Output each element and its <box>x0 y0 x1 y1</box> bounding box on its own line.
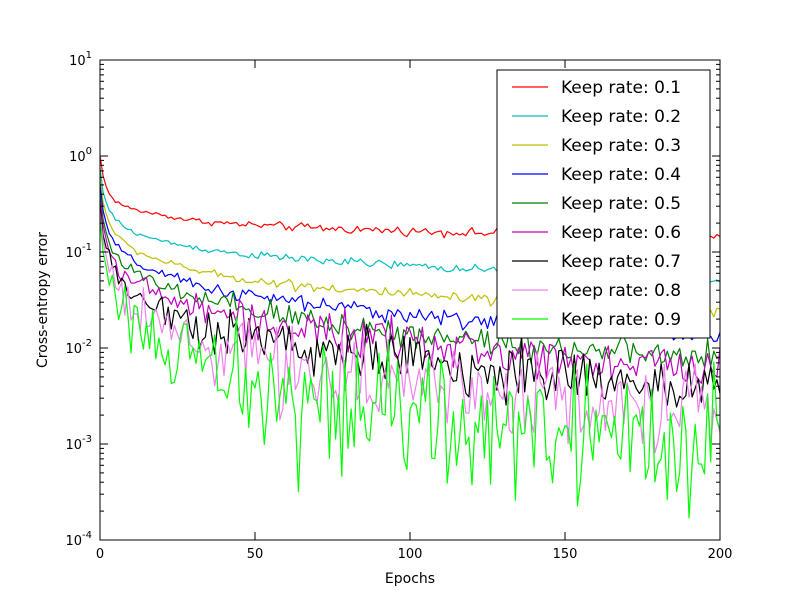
x-axis: 0 50 100 150 200 <box>96 60 733 562</box>
legend-label: Keep rate: 0.9 <box>561 310 681 330</box>
legend-label: Keep rate: 0.6 <box>561 223 681 243</box>
x-tick-label: 50 <box>247 547 264 562</box>
legend-label: Keep rate: 0.8 <box>561 281 681 301</box>
y-tick-label: 10-3 <box>65 434 92 453</box>
y-tick-label: 101 <box>69 50 92 69</box>
series-line-5 <box>100 192 720 368</box>
series-line-9 <box>100 219 720 519</box>
y-axis-label: Cross-entropy error <box>35 232 51 368</box>
series-lines <box>100 155 720 519</box>
legend-label: Keep rate: 0.4 <box>561 165 681 185</box>
series-line-7 <box>100 206 720 408</box>
y-tick-label: 10-2 <box>65 338 92 357</box>
x-tick-label: 150 <box>553 547 578 562</box>
y-axis: 10-4 10-3 10-2 10-1 100 101 <box>65 50 720 549</box>
series-line-8 <box>100 212 720 454</box>
y-tick-label: 100 <box>69 146 92 165</box>
x-tick-label: 200 <box>708 547 733 562</box>
legend-label: Keep rate: 0.1 <box>561 78 681 98</box>
legend-label: Keep rate: 0.2 <box>561 107 681 127</box>
legend-label: Keep rate: 0.5 <box>561 194 681 214</box>
legend: Keep rate: 0.1 Keep rate: 0.2 Keep rate: 0… <box>496 69 711 339</box>
series-line-6 <box>100 198 720 384</box>
legend-label: Keep rate: 0.3 <box>561 136 681 156</box>
x-axis-label: Epochs <box>385 571 435 587</box>
y-tick-label: 10-1 <box>65 242 92 261</box>
x-tick-label: 100 <box>398 547 423 562</box>
x-tick-label: 0 <box>96 547 104 562</box>
y-tick-label: 10-4 <box>65 530 92 549</box>
legend-box <box>496 69 711 339</box>
legend-label: Keep rate: 0.7 <box>561 252 681 272</box>
